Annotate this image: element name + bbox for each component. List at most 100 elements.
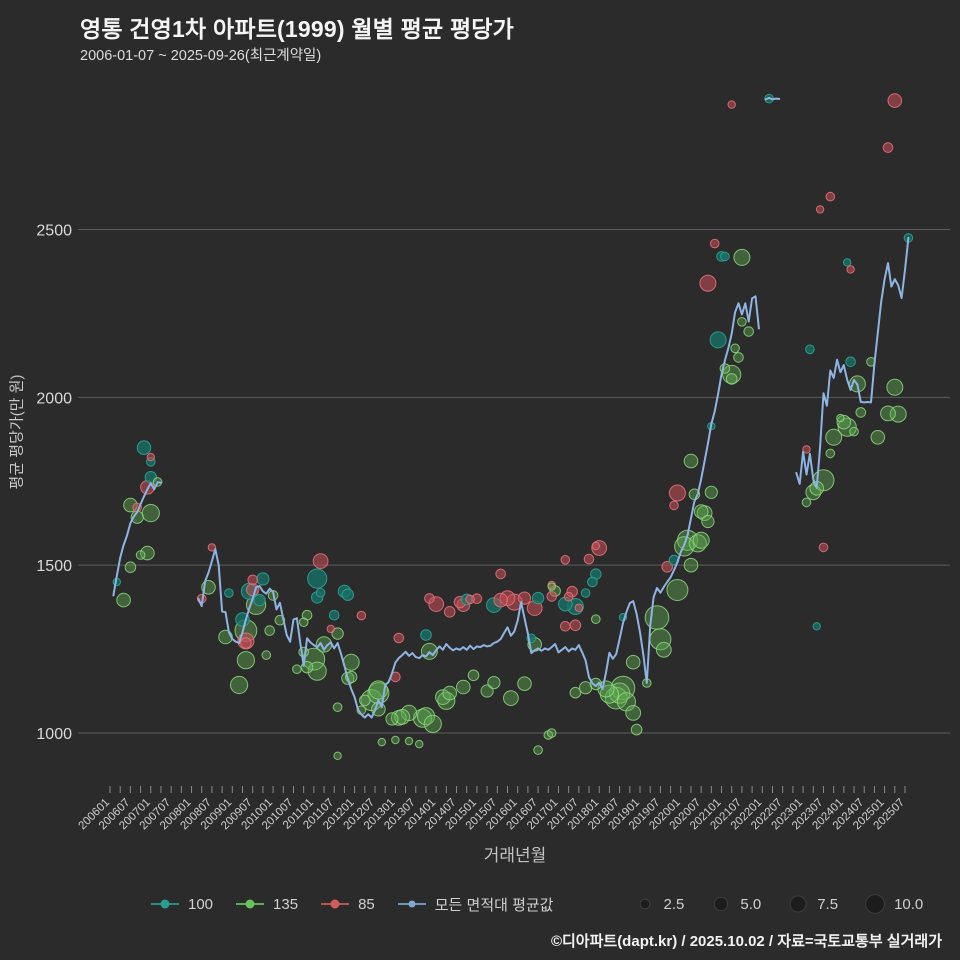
legend-item-100[interactable]: 100 bbox=[150, 896, 213, 913]
price-bubble-135[interactable] bbox=[141, 503, 160, 523]
price-bubble-85[interactable] bbox=[709, 238, 720, 249]
price-bubble-85[interactable] bbox=[560, 555, 571, 565]
price-bubble-85[interactable] bbox=[546, 591, 558, 602]
price-bubble-135[interactable] bbox=[533, 745, 543, 755]
price-bubble-135[interactable] bbox=[298, 617, 309, 628]
price-bubble-135[interactable] bbox=[589, 677, 602, 691]
price-bubble-135[interactable] bbox=[733, 248, 751, 266]
price-bubble-135[interactable] bbox=[261, 650, 272, 660]
price-bubble-135[interactable] bbox=[886, 378, 904, 396]
price-bubble-135[interactable] bbox=[415, 739, 424, 749]
price-bubble-85[interactable] bbox=[583, 553, 595, 565]
price-bubble-85[interactable] bbox=[669, 500, 679, 511]
price-bubble-135[interactable] bbox=[517, 676, 532, 692]
price-bubble-85[interactable] bbox=[493, 592, 509, 608]
price-bubble-135[interactable] bbox=[442, 685, 458, 701]
price-bubble-135[interactable] bbox=[836, 413, 845, 423]
price-bubble-100[interactable] bbox=[315, 587, 326, 598]
price-bubble-85[interactable] bbox=[517, 591, 532, 605]
price-bubble-100[interactable] bbox=[531, 591, 545, 605]
price-bubble-85[interactable] bbox=[207, 543, 217, 552]
price-bubble-135[interactable] bbox=[625, 705, 642, 721]
price-bubble-135[interactable] bbox=[737, 317, 747, 327]
price-bubble-135[interactable] bbox=[135, 550, 146, 560]
price-bubble-100[interactable] bbox=[812, 622, 821, 631]
price-bubble-85[interactable] bbox=[247, 574, 258, 586]
price-bubble-135[interactable] bbox=[124, 561, 137, 574]
price-bubble-135[interactable] bbox=[503, 690, 519, 706]
price-bubble-135[interactable] bbox=[644, 605, 670, 630]
price-bubble-135[interactable] bbox=[116, 592, 131, 608]
price-bubble-135[interactable] bbox=[487, 676, 501, 690]
price-bubble-85[interactable] bbox=[424, 593, 435, 604]
price-bubble-135[interactable] bbox=[683, 557, 699, 573]
price-bubble-100[interactable] bbox=[720, 251, 730, 262]
price-bubble-135[interactable] bbox=[377, 737, 386, 747]
price-bubble-135[interactable] bbox=[404, 736, 414, 746]
price-bubble-135[interactable] bbox=[547, 582, 556, 591]
price-bubble-135[interactable] bbox=[236, 651, 255, 670]
price-bubble-85[interactable] bbox=[882, 142, 894, 153]
price-bubble-135[interactable] bbox=[391, 735, 400, 745]
price-bubble-135[interactable] bbox=[546, 728, 557, 738]
price-bubble-135[interactable] bbox=[837, 417, 857, 437]
price-bubble-85[interactable] bbox=[818, 542, 829, 553]
price-bubble-85[interactable] bbox=[591, 541, 600, 551]
price-bubble-135[interactable] bbox=[655, 641, 672, 658]
price-bubble-135[interactable] bbox=[423, 714, 442, 734]
price-bubble-135[interactable] bbox=[625, 654, 641, 670]
price-bubble-135[interactable] bbox=[849, 426, 859, 437]
price-bubble-135[interactable] bbox=[331, 627, 344, 640]
price-bubble-85[interactable] bbox=[569, 619, 582, 632]
price-bubble-85[interactable] bbox=[699, 274, 717, 292]
price-bubble-135[interactable] bbox=[743, 326, 755, 337]
average-price-line[interactable] bbox=[112, 96, 910, 719]
price-bubble-135[interactable] bbox=[730, 343, 740, 354]
legend-item-avg[interactable]: 모든 면적대 평균값 bbox=[397, 894, 554, 915]
price-bubble-135[interactable] bbox=[701, 514, 715, 529]
price-bubble-135[interactable] bbox=[693, 504, 709, 519]
price-bubble-100[interactable] bbox=[307, 568, 328, 589]
price-bubble-85[interactable] bbox=[443, 606, 456, 618]
price-bubble-135[interactable] bbox=[870, 430, 886, 445]
price-bubble-100[interactable] bbox=[580, 588, 591, 598]
legend-item-135[interactable]: 135 bbox=[235, 896, 298, 913]
price-bubble-85[interactable] bbox=[146, 452, 156, 462]
price-bubble-85[interactable] bbox=[802, 445, 811, 454]
bubble-scatter-layer[interactable] bbox=[112, 93, 914, 760]
price-bubble-100[interactable] bbox=[845, 356, 856, 368]
price-bubble-135[interactable] bbox=[733, 352, 744, 363]
price-bubble-135[interactable] bbox=[836, 414, 852, 430]
price-bubble-85[interactable] bbox=[661, 561, 674, 573]
price-bubble-135[interactable] bbox=[416, 707, 436, 726]
price-bubble-100[interactable] bbox=[587, 576, 598, 588]
legend-item-85[interactable]: 85 bbox=[320, 896, 375, 913]
price-bubble-135[interactable] bbox=[704, 485, 718, 499]
price-bubble-85[interactable] bbox=[246, 583, 260, 597]
price-bubble-85[interactable] bbox=[312, 553, 329, 569]
price-bubble-85[interactable] bbox=[495, 568, 507, 580]
price-bubble-135[interactable] bbox=[333, 751, 342, 760]
price-bubble-85[interactable] bbox=[846, 265, 855, 274]
price-bubble-100[interactable] bbox=[224, 588, 234, 598]
price-bubble-85[interactable] bbox=[668, 484, 686, 502]
price-bubble-135[interactable] bbox=[385, 712, 399, 726]
price-bubble-135[interactable] bbox=[880, 405, 896, 422]
price-bubble-85[interactable] bbox=[815, 205, 825, 214]
price-bubble-135[interactable] bbox=[394, 709, 411, 725]
price-bubble-85[interactable] bbox=[574, 603, 583, 612]
price-bubble-100[interactable] bbox=[328, 609, 340, 621]
price-bubble-135[interactable] bbox=[825, 448, 836, 459]
price-bubble-135[interactable] bbox=[435, 689, 451, 705]
price-bubble-85[interactable] bbox=[465, 594, 475, 605]
price-bubble-135[interactable] bbox=[569, 686, 582, 699]
price-bubble-135[interactable] bbox=[722, 364, 742, 385]
price-bubble-135[interactable] bbox=[825, 428, 843, 446]
price-bubble-100[interactable] bbox=[843, 258, 852, 267]
price-bubble-100[interactable] bbox=[256, 572, 270, 586]
price-bubble-100[interactable] bbox=[709, 331, 727, 349]
price-bubble-135[interactable] bbox=[683, 453, 699, 469]
price-bubble-135[interactable] bbox=[591, 614, 601, 625]
price-bubble-135[interactable] bbox=[332, 702, 343, 713]
price-bubble-135[interactable] bbox=[359, 694, 371, 707]
